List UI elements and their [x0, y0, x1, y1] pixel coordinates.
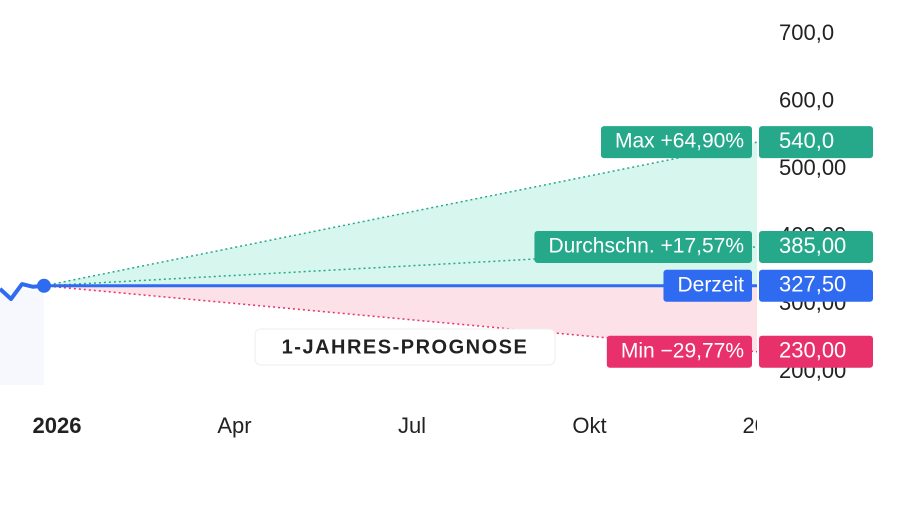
x-tick-label: Jul	[398, 413, 426, 438]
badge-name-bg	[601, 126, 752, 159]
badge-value: 230,00	[779, 338, 846, 363]
y-tick-label: 700,0	[779, 20, 834, 45]
x-tick-label: 2026	[33, 413, 82, 438]
y-tick-label: 600,0	[779, 87, 834, 112]
badge-value-bg	[759, 230, 873, 263]
badge-value-bg	[759, 269, 873, 302]
forecast-line	[43, 141, 758, 287]
x-tick-label: 2027	[743, 413, 792, 438]
badge-name: Max +64,90%	[615, 130, 744, 153]
badge-name: Derzeit	[677, 273, 744, 296]
forecast-area	[44, 285, 757, 352]
badge-name-bg	[606, 335, 752, 368]
badge-name: Min −29,77%	[621, 339, 744, 362]
annotation-box	[254, 328, 556, 366]
annotation: 1-JAHRES-PROGNOSE	[282, 336, 529, 358]
x-tick-label: Apr	[217, 413, 251, 438]
badge-name: Durchschn. +17,57%	[548, 234, 744, 257]
badge-value-bg	[759, 335, 873, 368]
history-panel	[0, 290, 44, 385]
forecast-area	[44, 142, 757, 286]
current-dot	[37, 278, 51, 293]
y-tick-label: 500,00	[779, 155, 846, 180]
badge-value: 540,0	[779, 128, 834, 153]
badge-value-bg	[759, 126, 873, 159]
x-tick-label: Okt	[572, 413, 606, 438]
badge-value: 327,50	[779, 272, 846, 297]
badge-value: 385,00	[779, 233, 846, 258]
badge-name-bg	[663, 269, 752, 302]
badge-name-bg	[534, 230, 752, 263]
history-line	[0, 282, 45, 301]
